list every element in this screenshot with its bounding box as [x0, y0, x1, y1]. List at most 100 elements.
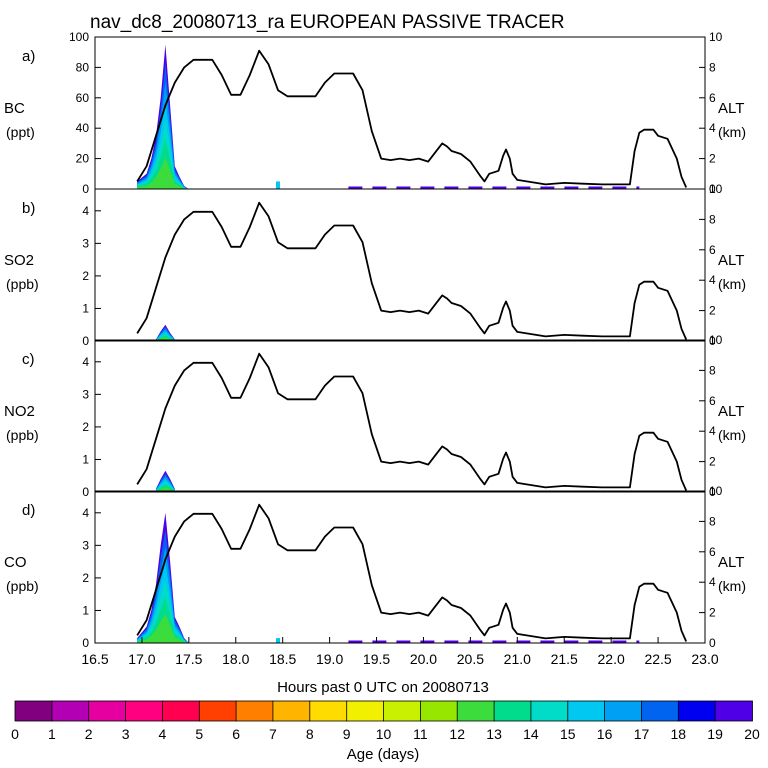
alt-tick-label: 6 [709, 243, 716, 257]
x-tick-label: 17.0 [128, 651, 155, 667]
x-tick-label: 18.5 [269, 651, 296, 667]
x-tick-label: 20.5 [457, 651, 484, 667]
panel-letter: c) [22, 351, 35, 368]
y-tick-label: 3 [82, 387, 89, 401]
alt-tick-label: 8 [709, 514, 716, 528]
x-tick-label: 22.0 [598, 651, 625, 667]
colorbar-swatch [161, 700, 201, 722]
y-tick-label: 60 [76, 91, 90, 105]
y-tick-label: 0 [82, 636, 89, 650]
panel-frame [94, 188, 706, 342]
x-tick-label: 20.0 [410, 651, 437, 667]
alt-tick-label: 2 [709, 304, 716, 318]
alt-axis-label: ALT [718, 252, 744, 269]
colorbar-swatch [383, 700, 422, 722]
colorbar-swatch [641, 700, 680, 722]
y-tick-label: 3 [82, 236, 89, 250]
colorbar-swatch [309, 700, 348, 722]
colorbar-swatch [14, 700, 53, 722]
alt-tick-label: 8 [709, 363, 716, 377]
alt-tick-label: 10 [709, 333, 723, 347]
colorbar-swatch [235, 700, 274, 722]
alt-tick-label: 6 [709, 394, 716, 408]
alt-axis-unit: (km) [718, 276, 746, 292]
panels-group: a)BC(ppt)ALT(km)0204060801000246810b)SO2… [4, 30, 746, 650]
altitude-line [136, 49, 688, 188]
colorbar-swatch [677, 700, 717, 722]
alt-axis-label: ALT [718, 403, 744, 420]
alt-tick-label: 10 [709, 30, 723, 44]
colorbar-swatch [272, 700, 311, 722]
colorbar: 0 1 2 3 4 5 6 7 8 9 10 11 12 13 14 15 16 17 18 19 20 [11, 700, 760, 742]
y-tick-label: 2 [82, 269, 89, 283]
colorbar-tick-label: 7 [269, 726, 277, 742]
panel-frame [94, 36, 706, 190]
x-tick-label: 19.5 [363, 651, 390, 667]
x-tick-label: 18.0 [222, 651, 249, 667]
panel-co: d) CO (ppb) ALT (km) 0 1 2 3 4 0 2 4 6 8 10 [4, 484, 746, 650]
colorbar-swatch [493, 700, 532, 722]
y-tick-label: 3 [82, 538, 89, 552]
colorbar-tick-label: 10 [376, 726, 392, 742]
y-tick-label: 0 [82, 334, 89, 348]
alt-tick-label: 10 [709, 484, 723, 498]
panel-unit-label: (ppt) [6, 124, 35, 140]
x-tick-label: 23.0 [691, 651, 718, 667]
colorbar-swatch [125, 700, 164, 722]
panel-letter: d) [22, 502, 35, 519]
x-tick-label: 19.0 [316, 651, 343, 667]
tracer-plume-age-layer [137, 157, 189, 189]
panel-species-label: CO [4, 554, 27, 571]
panel-species-label: BC [4, 100, 25, 117]
colorbar-tick-label: 16 [597, 726, 613, 742]
colorbar-tick-label: 9 [343, 726, 351, 742]
alt-tick-label: 0 [709, 334, 716, 348]
colorbar-swatch [714, 700, 753, 722]
colorbar-tick-label: 18 [671, 726, 687, 742]
alt-axis-unit: (km) [718, 124, 746, 140]
colorbar-tick-label: 0 [11, 726, 19, 742]
panel-so2: b) SO2 (ppb) ALT (km) 0 1 2 3 4 0 2 4 6 8 10 [4, 182, 746, 348]
panel-species-label: NO2 [4, 403, 35, 420]
y-tick-label: 0 [82, 182, 89, 196]
colorbar-tick-label: 4 [159, 726, 167, 742]
colorbar-tick-label: 2 [85, 726, 93, 742]
alt-tick-label: 4 [709, 575, 716, 589]
panel-unit-label: (ppb) [6, 578, 39, 594]
alt-tick-label: 10 [709, 182, 723, 196]
colorbar-swatch [198, 700, 238, 722]
alt-tick-label: 2 [709, 455, 716, 469]
alt-tick-label: 6 [709, 91, 716, 105]
y-tick-label: 80 [76, 60, 90, 74]
alt-tick-label: 6 [709, 545, 716, 559]
y-tick-label: 20 [76, 152, 90, 166]
colorbar-swatch [88, 700, 127, 722]
tracer-minor-bar [276, 181, 280, 189]
alt-tick-label: 8 [709, 60, 716, 74]
colorbar-swatch [346, 700, 385, 722]
panel-species-label: SO2 [4, 252, 34, 269]
y-tick-label: 4 [82, 204, 89, 218]
alt-axis-label: ALT [718, 554, 744, 571]
colorbar-tick-label: 20 [744, 726, 760, 742]
x-tick-label: 21.5 [551, 651, 578, 667]
y-tick-label: 2 [82, 571, 89, 585]
colorbar-swatch [604, 700, 643, 722]
x-tick-label: 21.0 [504, 651, 531, 667]
altitude-line [136, 352, 688, 491]
colorbar-swatch [456, 700, 496, 722]
colorbar-tick-label: 5 [195, 726, 203, 742]
colorbar-tick-label: 19 [707, 726, 723, 742]
colorbar-tick-label: 1 [48, 726, 56, 742]
alt-tick-label: 0 [709, 636, 716, 650]
alt-tick-label: 4 [709, 424, 716, 438]
alt-tick-label: 2 [709, 152, 716, 166]
x-axis: 16.5 17.0 17.5 18.0 18.5 19.0 19.5 20.0 20.5 21.0… [81, 637, 719, 667]
x-axis-label: Hours past 0 UTC on 20080713 [277, 679, 489, 696]
colorbar-tick-label: 14 [523, 726, 539, 742]
colorbar-tick-label: 13 [486, 726, 502, 742]
alt-axis-label: ALT [718, 100, 744, 117]
panel-frame [94, 490, 706, 644]
colorbar-tick-label: 15 [560, 726, 576, 742]
